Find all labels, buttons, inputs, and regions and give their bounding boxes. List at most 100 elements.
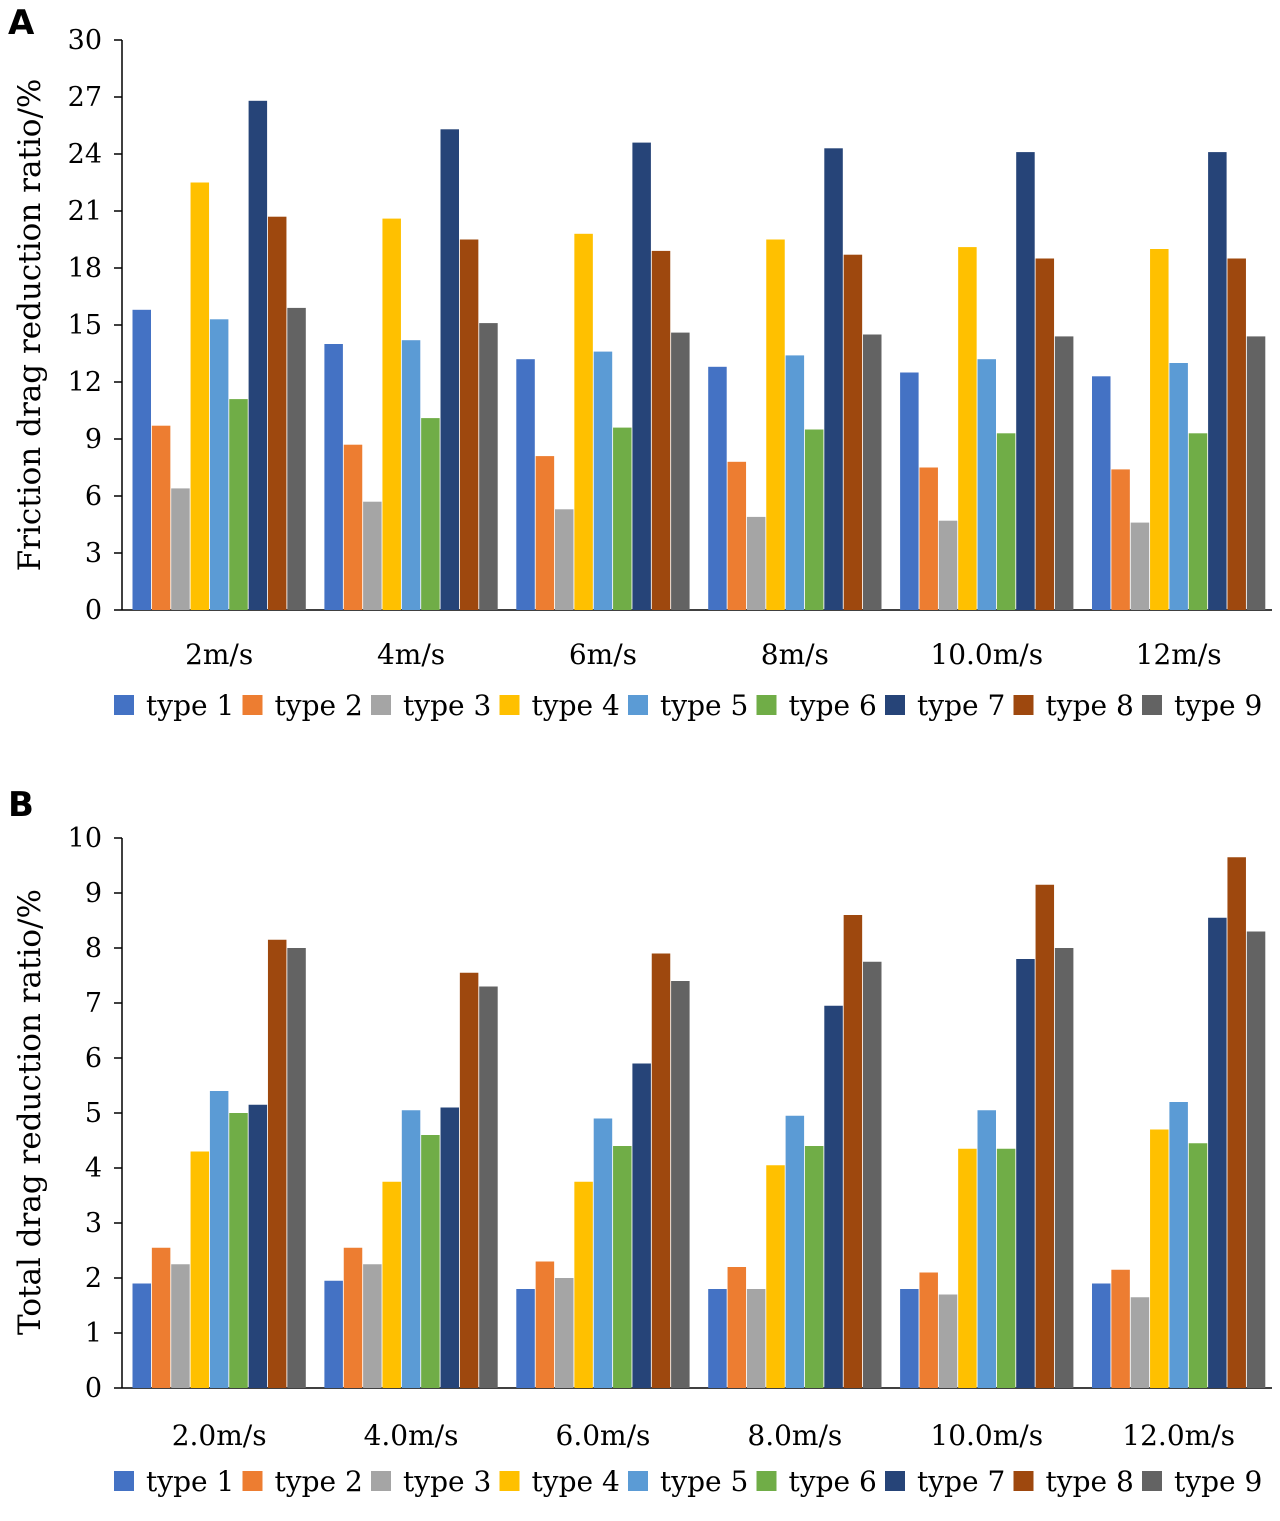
- y-tick-label: 3: [85, 1208, 102, 1239]
- bar: [1246, 336, 1266, 610]
- legend-label: type 4: [532, 1465, 620, 1498]
- bar: [900, 372, 919, 610]
- x-category-label: 6m/s: [569, 638, 637, 671]
- legend-swatch: [756, 1471, 777, 1491]
- bar: [287, 948, 306, 1388]
- bar: [343, 1247, 363, 1388]
- bar: [151, 425, 171, 610]
- bar: [1054, 948, 1074, 1388]
- bar: [459, 972, 479, 1388]
- legend-label: type 6: [789, 1465, 877, 1498]
- bar: [843, 254, 863, 610]
- legend-swatch: [371, 695, 391, 715]
- bar: [863, 961, 882, 1388]
- bar: [900, 1289, 919, 1388]
- y-tick-label: 18: [68, 253, 102, 284]
- bar: [746, 1289, 766, 1388]
- panel-letter: B: [8, 785, 34, 825]
- bar: [535, 1261, 555, 1388]
- bar: [343, 444, 363, 610]
- bar: [363, 1264, 382, 1388]
- bar: [843, 915, 863, 1388]
- bar: [1169, 363, 1188, 610]
- bar: [516, 359, 535, 610]
- bar: [651, 250, 671, 610]
- y-tick-label: 30: [68, 25, 102, 56]
- bar: [1092, 376, 1111, 610]
- legend-label: type 8: [1046, 689, 1134, 722]
- x-category-label: 12.0m/s: [1122, 1419, 1235, 1452]
- y-tick-label: 27: [68, 82, 102, 113]
- bar: [229, 1113, 248, 1388]
- legend-swatch: [114, 1471, 134, 1491]
- bar: [919, 1272, 938, 1388]
- y-tick-label: 21: [68, 196, 102, 227]
- bar: [1227, 857, 1246, 1388]
- bar: [209, 319, 229, 610]
- legend-label: type 2: [275, 1465, 363, 1498]
- y-tick-label: 4: [85, 1153, 102, 1184]
- bar: [613, 427, 632, 610]
- panel-letter: A: [8, 3, 35, 43]
- legend-label: type 2: [275, 689, 363, 722]
- bar: [1188, 433, 1208, 610]
- bar: [1227, 258, 1246, 610]
- bar: [1111, 469, 1130, 610]
- y-tick-label: 6: [85, 481, 102, 512]
- legend-label: type 9: [1174, 689, 1262, 722]
- bar: [1016, 959, 1035, 1388]
- bar: [632, 142, 651, 610]
- bar: [1016, 152, 1035, 610]
- bar: [766, 239, 785, 610]
- bar: [287, 307, 306, 610]
- bar: [1130, 1297, 1150, 1388]
- panel-b: B 0 1 2 3 4 5 6 7 8 9 10 Total drag reduction ratio/…: [8, 785, 1272, 1498]
- bar: [938, 1294, 958, 1388]
- bar: [1054, 336, 1074, 610]
- bar: [613, 1146, 632, 1388]
- x-category-label: 8m/s: [761, 638, 829, 671]
- bar: [766, 1165, 785, 1388]
- y-tick-label: 9: [85, 878, 102, 909]
- y-tick-label: 2: [85, 1263, 102, 1294]
- bar: [171, 488, 190, 610]
- bar: [1035, 884, 1055, 1388]
- legend-swatch: [885, 695, 905, 715]
- bar: [919, 467, 938, 610]
- y-tick-label: 12: [68, 367, 102, 398]
- bar: [746, 516, 766, 610]
- x-category-label: 2.0m/s: [172, 1419, 267, 1452]
- y-tick-label: 10: [68, 823, 102, 854]
- bar: [1150, 249, 1169, 610]
- bar: [727, 1267, 747, 1388]
- legend-swatch: [1142, 1471, 1162, 1491]
- legend-label: type 5: [660, 689, 748, 722]
- bar: [977, 359, 996, 610]
- legend-swatch: [371, 1471, 391, 1491]
- bar: [401, 340, 421, 610]
- y-tick-label: 5: [85, 1098, 102, 1129]
- y-axis-label: Total drag reduction ratio/%: [12, 889, 48, 1335]
- bar: [479, 323, 498, 610]
- bar: [267, 216, 287, 610]
- bar: [1188, 1143, 1208, 1388]
- y-tick-label: 3: [85, 538, 102, 569]
- bar: [324, 1280, 343, 1388]
- bar: [996, 433, 1016, 610]
- bar: [824, 1005, 843, 1388]
- bar: [727, 461, 747, 610]
- bar: [324, 344, 343, 610]
- legend-label: type 7: [917, 689, 1005, 722]
- legend-swatch: [628, 1471, 648, 1491]
- y-tick-label: 0: [85, 1373, 102, 1404]
- legend-swatch: [499, 695, 520, 715]
- bar: [958, 1148, 977, 1388]
- bar: [382, 218, 401, 610]
- x-category-label: 6.0m/s: [556, 1419, 651, 1452]
- bar: [151, 1247, 171, 1388]
- bar: [401, 1110, 421, 1388]
- bar: [671, 332, 690, 610]
- legend-swatch: [756, 695, 777, 715]
- legend-label: type 5: [660, 1465, 748, 1498]
